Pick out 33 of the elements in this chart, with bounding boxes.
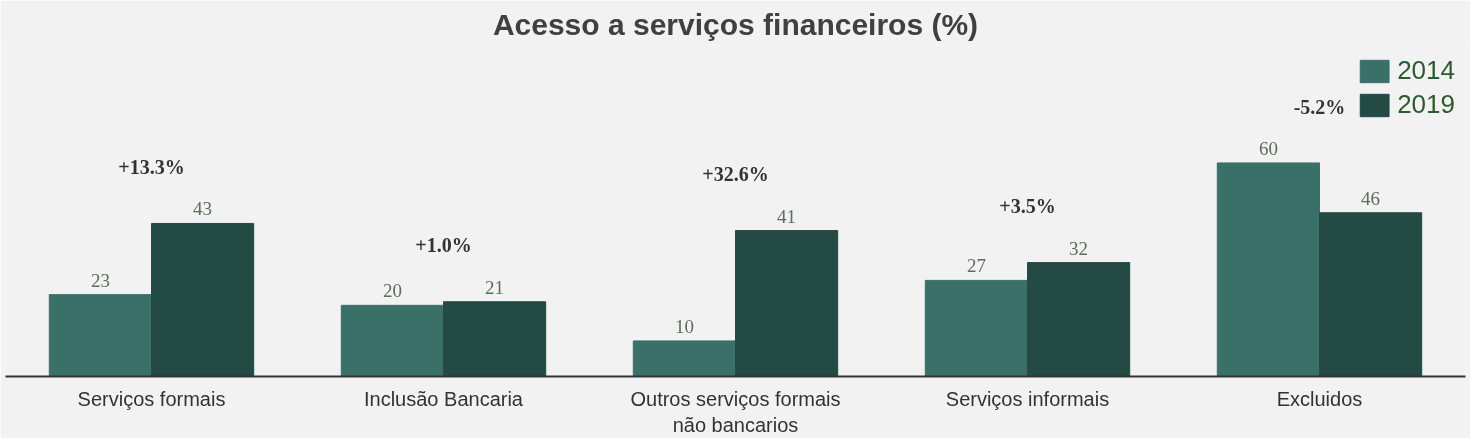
text: -5.2% (1293, 95, 1346, 118)
chart-title: Acesso a serviços financeiros (%) (492, 7, 979, 41)
data-label: 10 (674, 315, 694, 337)
bar (1216, 162, 1320, 377)
bar (735, 230, 839, 377)
data-label: 46 (1361, 187, 1381, 209)
bar (1319, 212, 1423, 377)
bar (1027, 262, 1131, 377)
x-tick-label: Inclusão Bancaria (364, 387, 524, 410)
data-label: 20 (382, 280, 402, 302)
bar (632, 340, 736, 377)
annotation: +13.3% (118, 156, 185, 179)
bar (48, 294, 152, 377)
data-label: 60 (1258, 137, 1278, 159)
data-label: 21 (485, 276, 505, 298)
data-label: 23 (90, 269, 110, 291)
data-label: 27 (966, 255, 986, 277)
x-tick-label: Serviços formais (77, 387, 226, 410)
bar (924, 279, 1028, 377)
annotation: +3.5% (999, 195, 1056, 218)
annotation: +1.0% (415, 234, 472, 257)
bar (443, 301, 547, 377)
x-tick-label: Outros serviços formais não bancarios (630, 387, 841, 436)
bar (151, 222, 255, 377)
legend-label: 2019 (1397, 89, 1455, 120)
data-label: 43 (193, 198, 213, 220)
x-tick-label: Serviços informais (945, 387, 1110, 410)
annotation: +32.6% (702, 163, 769, 186)
legend-label: 2014 (1397, 55, 1455, 86)
data-label: 32 (1069, 237, 1089, 259)
bar (340, 304, 444, 377)
data-label: 41 (777, 205, 797, 227)
x-tick-label: Excluidos (1276, 387, 1363, 410)
